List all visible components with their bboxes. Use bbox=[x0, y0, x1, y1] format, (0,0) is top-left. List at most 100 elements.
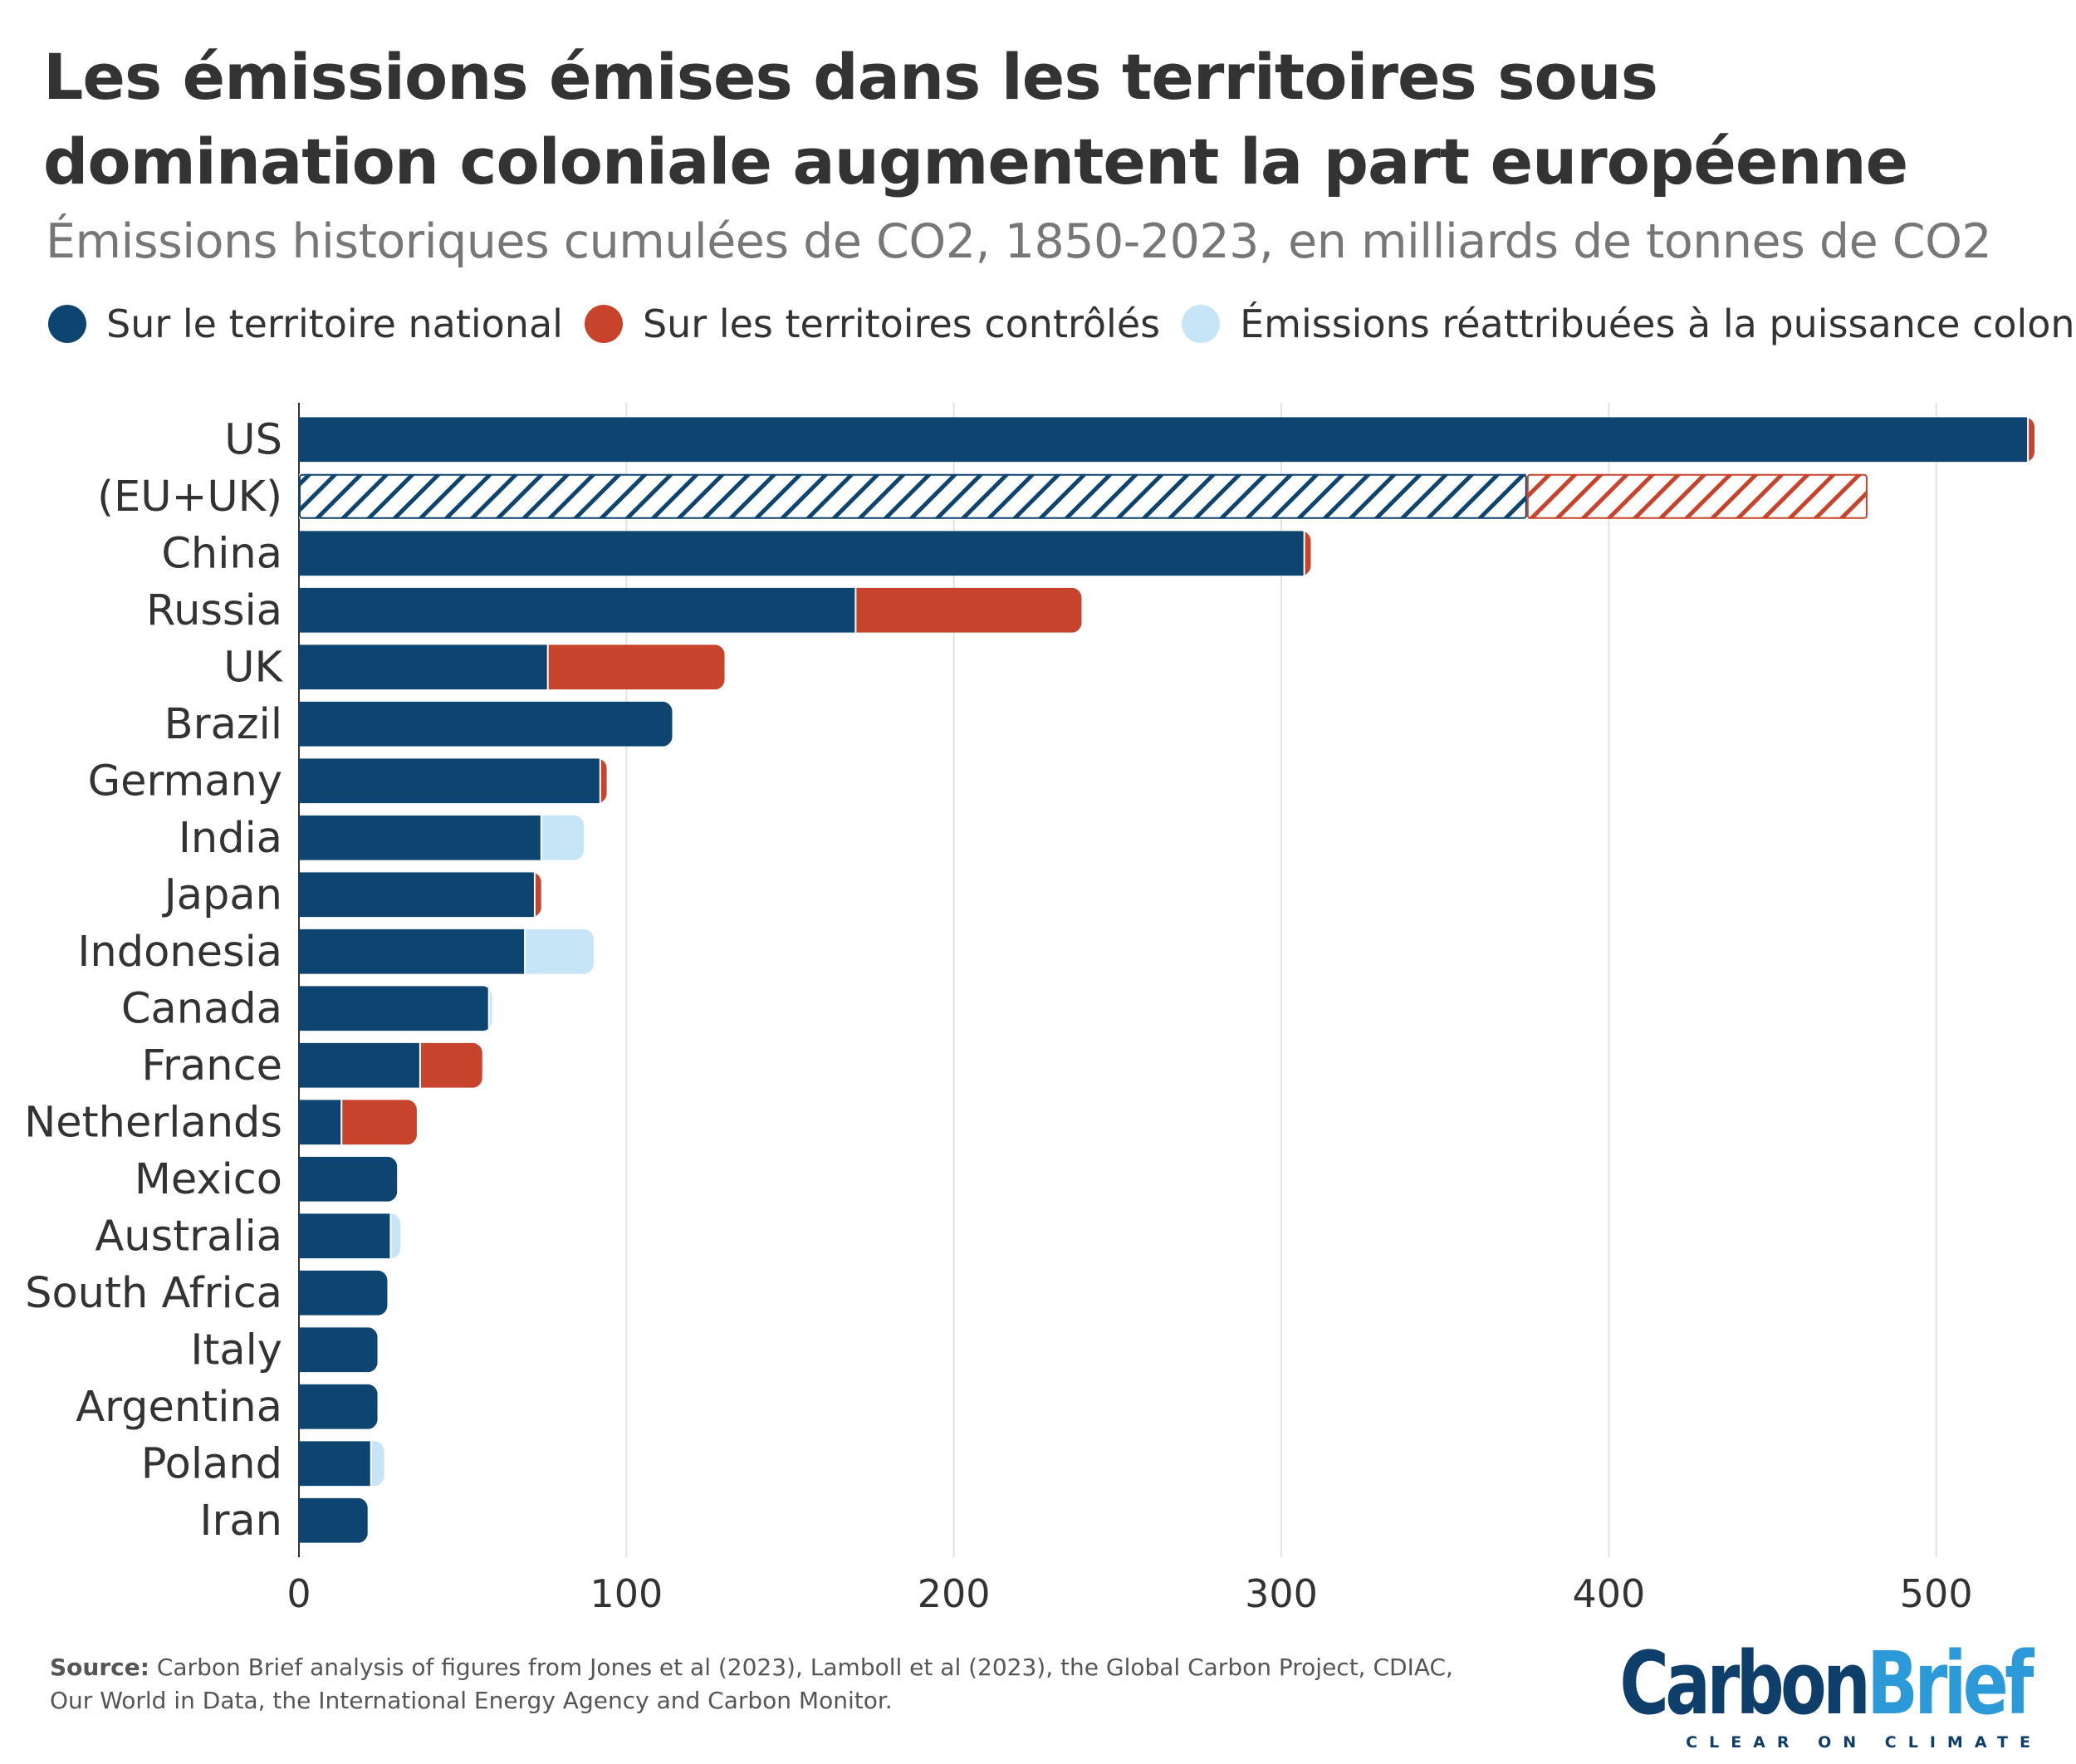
bar-group-italy bbox=[299, 1327, 378, 1373]
category-labels: US (EU+UK) China Russia UK Brazil Germany India… bbox=[24, 415, 283, 1546]
bar-group-poland bbox=[299, 1441, 384, 1487]
legend-swatch-national bbox=[48, 305, 86, 343]
bar-iran-sur-le-territoire-national bbox=[299, 1497, 368, 1543]
bar-us-sur-le-territoire-national bbox=[299, 417, 2029, 463]
bar-group-iran bbox=[299, 1497, 368, 1543]
x-axis-ticks: 0 100 200 300 400 500 bbox=[286, 1571, 1972, 1616]
category-label-france: France bbox=[141, 1041, 282, 1090]
bar-germany-sur-le-territoire-national bbox=[299, 758, 600, 804]
bar-group-canada bbox=[299, 986, 492, 1031]
bar-brazil-sur-le-territoire-national bbox=[299, 701, 673, 747]
bar-italy-sur-le-territoire-national bbox=[299, 1327, 378, 1373]
category-label-mexico: Mexico bbox=[135, 1155, 282, 1204]
category-label-us: US bbox=[224, 415, 282, 464]
bar-china-sur-le-territoire-national bbox=[299, 531, 1305, 576]
category-label-australia: Australia bbox=[95, 1212, 282, 1261]
brand-name-part2: Brief bbox=[1867, 1633, 2034, 1734]
bar-group-france bbox=[299, 1042, 482, 1088]
bar-netherlands-sur-le-territoire-national bbox=[299, 1100, 342, 1145]
chart-title: Les émissions émises dans les territoire… bbox=[43, 40, 1908, 198]
bar-group-uk bbox=[299, 644, 725, 690]
x-tick-0: 0 bbox=[286, 1571, 311, 1616]
bar-group-brazil bbox=[299, 701, 673, 747]
x-tick-400: 400 bbox=[1572, 1571, 1645, 1616]
bar-uk-sur-le-territoire-national bbox=[299, 644, 548, 690]
bar-russia-sur-le-territoire-national bbox=[299, 587, 856, 633]
bar-eu-uk-sur-les-territoires-contr-l-s bbox=[1526, 473, 1868, 519]
bar-group-russia bbox=[299, 587, 1082, 633]
legend-swatch-reattributed bbox=[1182, 305, 1221, 343]
category-label-russia: Russia bbox=[146, 586, 282, 635]
bar-australia-sur-le-territoire-national bbox=[299, 1213, 391, 1259]
bar-us-sur-les-territoires-contr-l-s bbox=[2028, 417, 2034, 463]
x-tick-200: 200 bbox=[918, 1571, 991, 1616]
bar-group-indonesia bbox=[299, 929, 594, 974]
legend-swatch-controlled bbox=[584, 305, 623, 343]
category-label-indonesia: Indonesia bbox=[77, 928, 282, 977]
carbonbrief-logo: CarbonBrief CLEAR ON CLIMATE bbox=[1504, 1640, 2034, 1752]
bar-argentina-sur-le-territoire-national bbox=[299, 1384, 378, 1429]
bar-group-south-africa bbox=[299, 1270, 388, 1316]
category-label-uk: UK bbox=[223, 643, 283, 692]
bar-japan-sur-les-territoires-contr-l-s bbox=[534, 872, 541, 918]
bar-group-india bbox=[299, 815, 585, 860]
category-label-south-africa: South Africa bbox=[25, 1269, 282, 1318]
legend-label-reattributed: Émissions réattribuées à la puissance co… bbox=[1240, 301, 2076, 346]
bar-france-sur-les-territoires-contr-l-s bbox=[419, 1042, 482, 1088]
category-label-poland: Poland bbox=[141, 1439, 282, 1488]
bar-south-africa-sur-le-territoire-national bbox=[299, 1270, 388, 1316]
bar-uk-sur-les-territoires-contr-l-s bbox=[547, 644, 725, 690]
legend-item-controlled: Sur les territoires contrôlés bbox=[584, 301, 1161, 346]
legend-label-national: Sur le territoire national bbox=[106, 301, 563, 346]
bar-mexico-sur-le-territoire-national bbox=[299, 1156, 398, 1202]
bar-japan-sur-le-territoire-national bbox=[299, 872, 535, 918]
category-label-italy: Italy bbox=[190, 1325, 282, 1374]
source-label: Source: bbox=[50, 1654, 149, 1681]
legend-label-controlled: Sur les territoires contrôlés bbox=[642, 301, 1161, 346]
bar-poland-sur-le-territoire-national bbox=[299, 1441, 371, 1487]
brand-name-part1: Carbon bbox=[1619, 1633, 1871, 1734]
category-label-china: China bbox=[161, 529, 282, 578]
bar-group-mexico bbox=[299, 1156, 398, 1202]
bar-canada-sur-le-territoire-national bbox=[299, 986, 489, 1031]
bar-germany-sur-les-territoires-contr-l-s bbox=[600, 758, 607, 804]
gridlines bbox=[298, 403, 1937, 1557]
category-label-canada: Canada bbox=[121, 984, 282, 1033]
bar-group-eu-uk bbox=[299, 473, 1868, 519]
bar-group-us bbox=[299, 417, 2034, 463]
brand-tagline: CLEAR ON CLIMATE bbox=[1686, 1733, 2042, 1752]
category-label-netherlands: Netherlands bbox=[24, 1098, 282, 1147]
bar-group-germany bbox=[299, 758, 607, 804]
bar-russia-sur-les-territoires-contr-l-s bbox=[855, 587, 1082, 633]
bar-indonesia-sur-le-territoire-national bbox=[299, 929, 526, 974]
category-label-india: India bbox=[179, 814, 282, 863]
bar-eu-uk-sur-le-territoire-national bbox=[299, 473, 1527, 519]
bar-chart: US (EU+UK) China Russia UK Brazil Germany India… bbox=[24, 403, 2034, 1616]
category-label-iran: Iran bbox=[199, 1497, 282, 1546]
bar-china-sur-les-territoires-contr-l-s bbox=[1304, 531, 1311, 576]
x-tick-300: 300 bbox=[1245, 1571, 1318, 1616]
bar-australia-missions-r-attribu-es-la-puissance-coloniale bbox=[390, 1213, 401, 1259]
bar-outline-eu-uk bbox=[1526, 473, 1868, 519]
category-label-argentina: Argentina bbox=[76, 1383, 282, 1432]
bar-canada-missions-r-attribu-es-la-puissance-coloniale bbox=[488, 986, 492, 1031]
x-tick-500: 500 bbox=[1900, 1571, 1973, 1616]
legend-item-reattributed: Émissions réattribuées à la puissance co… bbox=[1182, 301, 2076, 346]
source-note: Source: Carbon Brief analysis of figures… bbox=[50, 1651, 1462, 1717]
brand-name: CarbonBrief bbox=[1620, 1640, 2034, 1727]
bar-group-australia bbox=[299, 1213, 401, 1259]
bar-group-china bbox=[299, 531, 1311, 576]
bar-france-sur-le-territoire-national bbox=[299, 1042, 420, 1088]
category-label-germany: Germany bbox=[88, 757, 282, 806]
legend: Sur le territoire national Sur les terri… bbox=[48, 301, 2076, 347]
bar-group-netherlands bbox=[299, 1100, 417, 1145]
bar-poland-missions-r-attribu-es-la-puissance-coloniale bbox=[370, 1441, 384, 1487]
category-label-japan: Japan bbox=[162, 870, 282, 919]
bar-netherlands-sur-les-territoires-contr-l-s bbox=[341, 1100, 417, 1145]
bar-group-argentina bbox=[299, 1384, 378, 1429]
chart-subtitle: Émissions historiques cumulées de CO2, 1… bbox=[46, 214, 1992, 269]
bar-group-japan bbox=[299, 872, 541, 918]
category-label-brazil: Brazil bbox=[164, 700, 282, 749]
source-text: Carbon Brief analysis of figures from Jo… bbox=[50, 1654, 1453, 1714]
bar-outline-eu-uk bbox=[299, 473, 1527, 519]
